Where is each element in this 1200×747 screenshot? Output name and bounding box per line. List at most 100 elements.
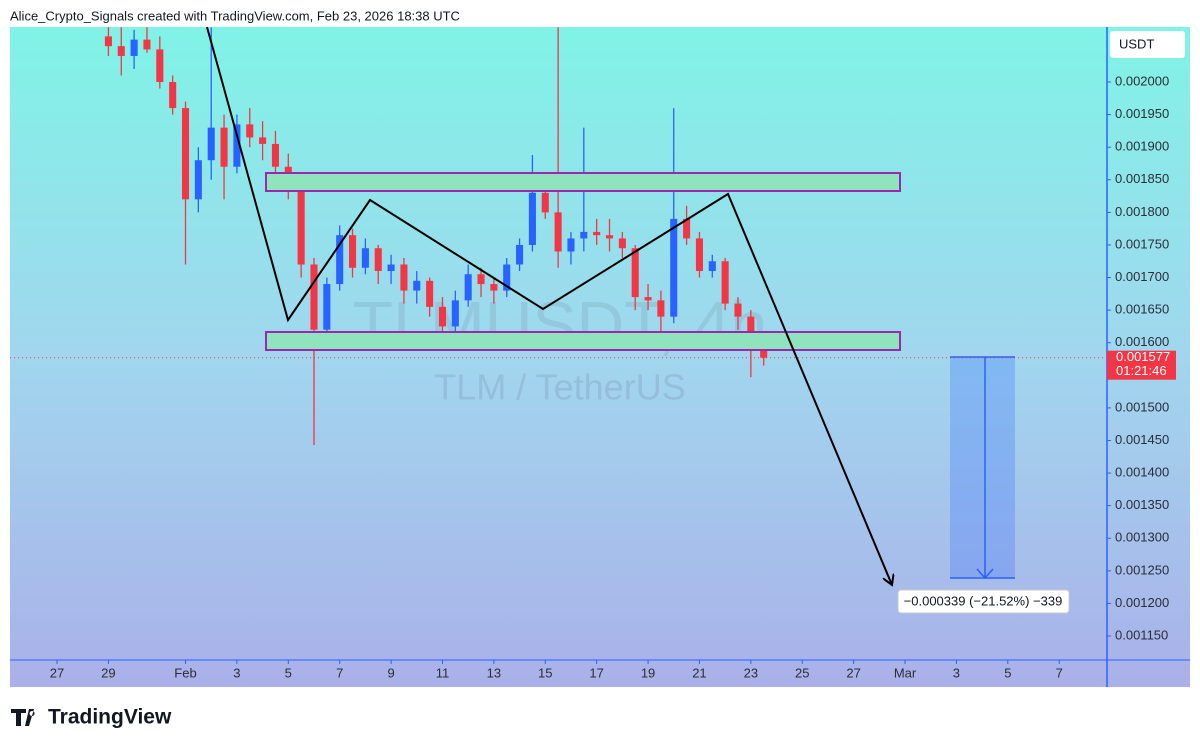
x-tick-label: 9 [387,665,394,680]
y-tick-label: 0.001900 [1115,139,1169,154]
candle-body [528,192,536,245]
y-tick-label: 0.001750 [1115,236,1169,251]
candle-body [207,127,215,161]
countdown-label: 01:21:46 [1116,363,1167,378]
candle-body [670,218,678,317]
candle-body [361,248,369,268]
candle-body [271,143,279,167]
y-tick-label: 0.001700 [1115,269,1169,284]
candle-body [349,235,357,268]
candle-body [503,264,511,291]
candle-body [580,231,588,239]
candle-body [220,127,228,167]
header-caption: Alice_Crypto_Signals created with Tradin… [10,8,460,23]
brand-icon [11,709,35,726]
brand-name: TradingView [48,706,172,729]
last-price-label: 0.001577 [1116,349,1170,364]
x-tick-label: 27 [846,665,860,680]
candle-body [644,297,652,301]
candle-body [336,235,344,285]
x-tick-label: 25 [795,665,809,680]
candle-body [310,264,318,330]
candle-body [657,300,665,317]
candle-body [169,82,177,109]
x-tick-label: 5 [285,665,292,680]
x-tick-label: 17 [589,665,603,680]
measure-box [950,357,1015,578]
candle-body [708,261,716,272]
candle-body [464,274,472,301]
candle-body [413,280,421,291]
drawings: −0.000339 (−21.52%) −339 [206,26,1070,614]
y-tick-label: 0.001150 [1115,627,1168,642]
candle-body [516,244,524,265]
candle-body [259,137,267,144]
x-tick-label: 7 [336,665,343,680]
x-tick-label: 15 [538,665,552,680]
candle-body [747,316,755,343]
support-zone [265,331,901,351]
candle-body [477,274,485,285]
candle-body [233,124,241,167]
pattern-projection [206,26,892,585]
brand-logo: TradingView [11,706,172,729]
x-tick-label: 3 [233,665,240,680]
y-tick-label: 0.001650 [1115,302,1169,317]
candle-body [156,49,164,83]
candle-body [721,261,729,304]
resistance-zone [265,172,901,192]
candle-body [554,212,562,252]
last-price-tag [1107,350,1176,380]
candle-body [541,192,549,213]
y-tick-label: 0.001950 [1115,106,1169,121]
candle-body [438,306,447,327]
candle-body [451,300,459,327]
candle-body [181,108,190,200]
x-tick-label: 21 [692,665,706,680]
candle-body [323,284,331,330]
x-tick-label: 3 [953,665,960,680]
candle-body [631,248,639,298]
y-tick-label: 0.001600 [1115,334,1169,349]
y-tick-label: 0.001850 [1115,171,1169,186]
y-tick-label: 0.001800 [1115,204,1169,219]
plot-area [104,27,768,446]
candle-body [246,124,254,138]
currency-box [1110,31,1185,58]
y-tick-label: 0.001300 [1115,530,1169,545]
candle-body [297,186,305,265]
candle-body [143,39,151,50]
x-tick-label: 13 [487,665,501,680]
candle-body [400,264,408,291]
candle-body [117,46,125,56]
y-tick-label: 0.001350 [1115,497,1169,512]
y-tick-label: 0.001450 [1115,432,1169,447]
y-tick-label: 0.001250 [1115,562,1169,577]
candle-body [567,238,575,252]
candle-body [104,36,112,47]
candle-body [490,284,498,291]
x-tick-label: 27 [50,665,64,680]
measure-label: −0.000339 (−21.52%) −339 [904,593,1063,608]
x-tick-label: 19 [641,665,655,680]
y-tick-label: 0.002000 [1115,73,1169,88]
x-tick-label: 23 [744,665,758,680]
candle-body [130,39,138,56]
y-tick-label: 0.001500 [1115,399,1169,414]
candle-body [387,264,395,272]
candle-body [374,248,382,272]
measure-arrowhead [976,568,994,580]
x-tick-label: 11 [436,665,450,680]
candle-body [605,235,614,239]
y-tick-label: 0.001400 [1115,465,1169,480]
candle-body [618,238,626,249]
candle-body [593,231,601,236]
currency-label: USDT [1119,36,1154,51]
x-tick-label: Feb [174,665,196,680]
x-tick-label: Mar [894,665,917,680]
candle-body [695,238,703,272]
candle-body [194,160,202,200]
x-tick-label: 5 [1004,665,1011,680]
